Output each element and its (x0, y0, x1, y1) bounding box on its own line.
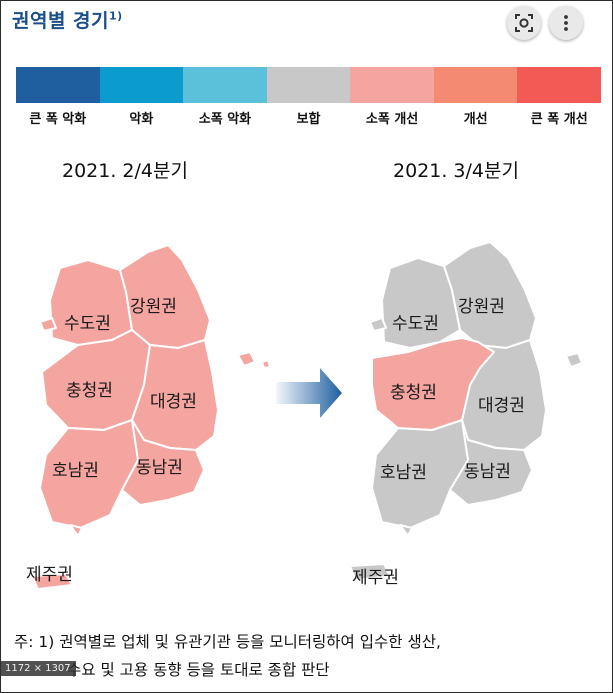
legend-label: 큰 폭 악화 (29, 112, 87, 127)
legend-labels: 큰 폭 악화 악화 소폭 악화 보합 소폭 개선 개선 큰 폭 개선 (16, 108, 601, 127)
legend-swatch (350, 67, 434, 103)
legend-label: 보합 (296, 112, 321, 127)
left-map (31, 244, 271, 590)
more-options-button[interactable] (549, 6, 583, 40)
left-region-gangwon (119, 244, 211, 349)
right-region-chungcheong (371, 337, 495, 431)
left-region-honam (39, 419, 139, 529)
right-label-dongnam: 동남권 (464, 462, 511, 482)
footnote-line-2: 수요 및 고용 동향 등을 토대로 종합 판단 (67, 661, 330, 679)
left-label-dongnam: 동남권 (136, 458, 183, 478)
transition-arrow-icon (276, 368, 342, 418)
legend-swatch (266, 67, 351, 103)
left-region-dongnam (121, 419, 205, 506)
title-text: 권역별 경기 (12, 10, 110, 32)
right-label-jeju: 제주권 (352, 568, 399, 588)
legend-swatch (517, 67, 602, 103)
left-label-daegyeong: 대경권 (150, 392, 197, 412)
right-region-dongnam (449, 419, 533, 506)
right-label-gangwon: 강원권 (458, 297, 505, 317)
title-footnote-mark: 1) (109, 9, 123, 23)
footnote-line-1: 주: 1) 권역별로 업체 및 유관기관 등을 모니터링하여 입수한 생산, (14, 633, 441, 651)
legend-swatch (16, 67, 100, 103)
image-size-badge: 1172 × 1307 (0, 661, 76, 676)
left-island-west (39, 317, 57, 332)
left-island-south (69, 524, 83, 537)
lens-search-button[interactable] (507, 6, 541, 40)
right-map (349, 241, 583, 581)
left-map-labels: 수도권 강원권 충청권 대경권 호남권 동남권 제주권 (26, 297, 197, 585)
legend-label: 소폭 악화 (198, 112, 252, 127)
legend-swatch (99, 67, 184, 103)
footnote: 주: 1) 권역별로 업체 및 유관기관 등을 모니터링하여 입수한 생산, 수… (14, 628, 441, 684)
period-label-right: 2021. 3/4분기 (393, 160, 519, 182)
left-label-sudogwon: 수도권 (64, 314, 111, 334)
legend-label: 큰 폭 개선 (530, 112, 588, 127)
legend-swatch (433, 67, 518, 103)
right-label-sudogwon: 수도권 (392, 314, 439, 334)
left-island-east (237, 351, 256, 367)
left-label-jeju: 제주권 (26, 565, 73, 585)
page-title: 권역별 경기1) (12, 6, 123, 33)
legend-label: 개선 (463, 112, 488, 127)
left-label-gangwon: 강원권 (130, 297, 177, 317)
left-label-chungcheong: 충청권 (66, 381, 113, 401)
left-region-daegyeong (131, 339, 219, 451)
right-region-jeju (349, 563, 391, 581)
legend-swatch (183, 67, 267, 103)
right-label-chungcheong: 충청권 (390, 383, 437, 403)
legend-label: 소폭 개선 (365, 112, 419, 127)
legend-color-bar (16, 67, 602, 103)
right-region-gangwon (443, 241, 537, 349)
period-label-left: 2021. 2/4분기 (62, 160, 188, 182)
left-label-honam: 호남권 (52, 461, 99, 481)
vertical-ellipsis-icon (564, 15, 568, 31)
left-region-jeju (31, 573, 73, 590)
right-label-honam: 호남권 (380, 463, 427, 483)
right-label-daegyeong: 대경권 (478, 396, 525, 416)
right-map-labels: 수도권 강원권 충청권 대경권 호남권 동남권 제주권 (352, 297, 525, 588)
lens-search-icon (515, 14, 533, 32)
right-island-south (399, 524, 413, 537)
left-island-east-small (261, 359, 271, 369)
right-island-west (369, 317, 387, 332)
legend-label: 악화 (129, 112, 154, 127)
right-island-east (565, 352, 583, 368)
